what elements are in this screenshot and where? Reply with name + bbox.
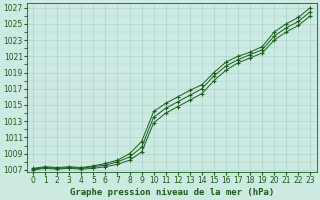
X-axis label: Graphe pression niveau de la mer (hPa): Graphe pression niveau de la mer (hPa) xyxy=(70,188,274,197)
